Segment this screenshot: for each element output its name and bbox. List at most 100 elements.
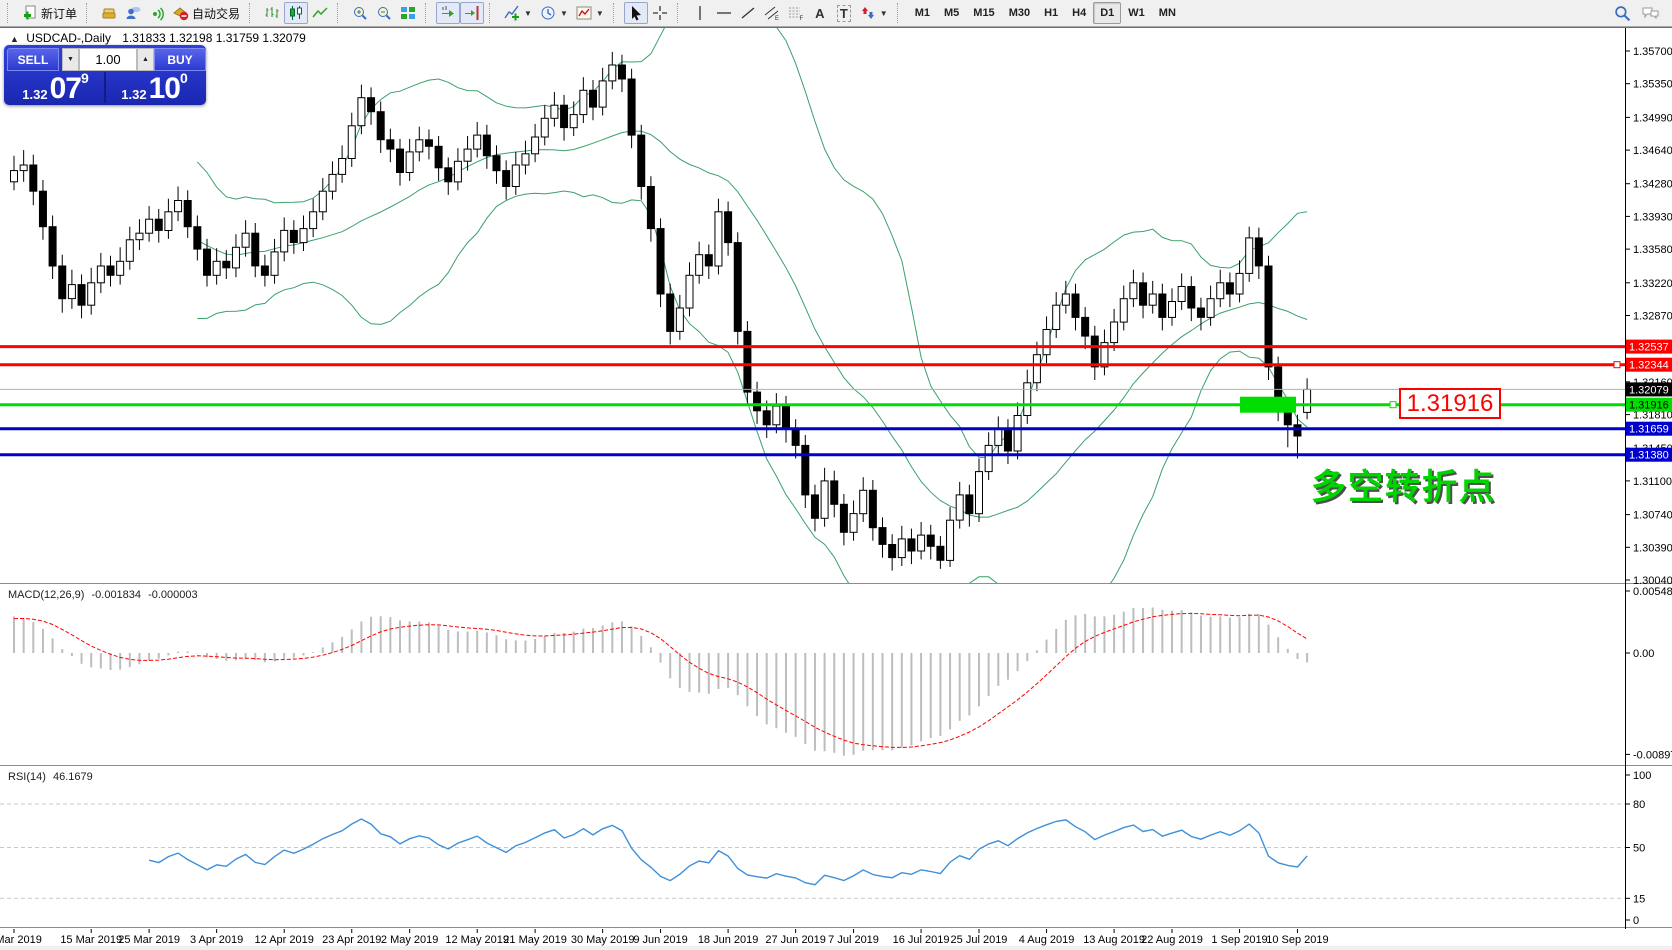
toolbar-drag-handle[interactable] xyxy=(676,3,685,23)
chart-symbol-period: USDCAD-,Daily xyxy=(26,31,111,45)
indicators-dropdown-arrow[interactable]: ▼ xyxy=(524,8,532,18)
search-icon[interactable] xyxy=(1614,5,1631,22)
vertical-line-button[interactable] xyxy=(688,2,712,24)
arrows-button[interactable]: ▼ xyxy=(856,2,892,24)
chat-icon[interactable] xyxy=(1641,5,1660,21)
trendline-icon xyxy=(741,7,755,19)
toolbar: 新订单 自动交易 xyxy=(0,0,1672,27)
sell-button-label: SELL xyxy=(17,52,49,67)
timeframe-D1[interactable]: D1 xyxy=(1093,2,1122,24)
svg-text:3 Apr 2019: 3 Apr 2019 xyxy=(190,934,243,946)
svg-text:1.31659: 1.31659 xyxy=(1629,424,1669,436)
vertical-line-icon xyxy=(699,6,701,20)
svg-text:0.005484: 0.005484 xyxy=(1633,586,1672,598)
arrows-dropdown-arrow[interactable]: ▼ xyxy=(879,8,888,18)
macd-label: MACD(12,26,9) -0.001834 -0.000003 xyxy=(8,589,198,601)
svg-text:1.31916: 1.31916 xyxy=(1629,400,1669,412)
toolbar-drag-handle[interactable] xyxy=(249,3,257,23)
turning-point-annotation[interactable]: 多空转折点 xyxy=(1311,468,1497,507)
market-button[interactable] xyxy=(97,2,121,24)
volume-input[interactable]: 1.00 xyxy=(79,48,137,71)
toolbar-drag-handle[interactable] xyxy=(489,3,497,23)
text-label-button[interactable]: T xyxy=(832,2,856,24)
indicators-button[interactable]: ▼ xyxy=(500,2,536,24)
buy-price-point: 0 xyxy=(179,70,188,86)
channel-button[interactable]: E xyxy=(760,2,784,24)
new-order-button[interactable]: 新订单 xyxy=(18,2,81,24)
zoom-in-button[interactable] xyxy=(348,2,372,24)
bar-chart-button[interactable] xyxy=(260,2,284,24)
svg-text:1.35700: 1.35700 xyxy=(1633,46,1672,58)
candlestick-chart-button[interactable] xyxy=(284,2,309,24)
svg-text:12 May 2019: 12 May 2019 xyxy=(445,934,509,946)
autotrading-icon xyxy=(173,7,189,21)
periods-icon xyxy=(541,6,555,20)
price-level-annotation-box[interactable]: 1.31916 xyxy=(1399,388,1501,419)
horizontal-line-button[interactable] xyxy=(712,2,736,24)
rsi-pane xyxy=(0,803,1625,899)
periods-dropdown-arrow[interactable]: ▼ xyxy=(559,8,568,18)
tile-windows-button[interactable] xyxy=(396,2,420,24)
svg-text:27 Jun 2019: 27 Jun 2019 xyxy=(765,934,826,946)
timeframe-MN[interactable]: MN xyxy=(1158,7,1176,19)
templates-dropdown-arrow[interactable]: ▼ xyxy=(595,8,604,18)
toolbar-drag-handle[interactable] xyxy=(7,3,15,23)
svg-text:22 Aug 2019: 22 Aug 2019 xyxy=(1141,934,1203,946)
timeframe-group: M1 M5 M15 M30 H1 H4 D1 W1 MN xyxy=(908,2,1183,24)
periods-button[interactable]: ▼ xyxy=(536,2,572,24)
text-button[interactable]: A xyxy=(808,2,832,24)
trendline-button[interactable] xyxy=(736,2,760,24)
rsi-label: RSI(14) 46.1679 xyxy=(8,771,93,783)
toolbar-drag-handle[interactable] xyxy=(337,3,345,23)
cursor-button[interactable] xyxy=(623,2,648,24)
svg-text:25 Mar 2019: 25 Mar 2019 xyxy=(118,934,180,946)
toolbar-drag-handle[interactable] xyxy=(612,3,621,23)
sell-button[interactable]: SELL xyxy=(7,48,59,71)
svg-text:F: F xyxy=(799,16,803,21)
volume-decrease-button[interactable]: ▼ xyxy=(62,48,79,71)
timeframe-M15[interactable]: M15 xyxy=(973,7,995,19)
chart-ohlc-values: 1.31833 1.32198 1.31759 1.32079 xyxy=(122,31,306,45)
timeframe-H1[interactable]: H1 xyxy=(1044,7,1059,19)
crosshair-button[interactable] xyxy=(648,2,672,24)
community-button[interactable] xyxy=(121,2,145,24)
svg-text:18 Jun 2019: 18 Jun 2019 xyxy=(698,934,759,946)
templates-button[interactable]: ▼ xyxy=(572,2,608,24)
sell-price-major: 1.32 xyxy=(22,87,48,102)
svg-text:25 Jul 2019: 25 Jul 2019 xyxy=(951,934,1008,946)
chart-shift-button[interactable] xyxy=(460,2,485,24)
timeframe-M30[interactable]: M30 xyxy=(1008,7,1031,19)
svg-text:13 Aug 2019: 13 Aug 2019 xyxy=(1083,934,1145,946)
buy-price[interactable]: 1.32 10 0 xyxy=(106,70,203,104)
sell-price[interactable]: 1.32 07 9 xyxy=(7,70,106,104)
buy-button[interactable]: BUY xyxy=(154,48,206,71)
toolbar-drag-handle[interactable] xyxy=(86,3,94,23)
autotrading-button[interactable]: 自动交易 xyxy=(169,2,244,24)
timeframe-M5[interactable]: M5 xyxy=(944,7,960,19)
toolbar-drag-handle[interactable] xyxy=(425,3,433,23)
timeframe-H4[interactable]: H4 xyxy=(1072,7,1087,19)
auto-scroll-button[interactable] xyxy=(436,2,461,24)
toolbar-drag-handle[interactable] xyxy=(896,3,905,23)
text-icon: A xyxy=(815,5,825,21)
svg-text:1.33930: 1.33930 xyxy=(1633,211,1672,223)
svg-text:1.33220: 1.33220 xyxy=(1633,278,1672,290)
svg-text:1.32344: 1.32344 xyxy=(1629,360,1669,372)
svg-text:16 Jul 2019: 16 Jul 2019 xyxy=(893,934,950,946)
window-edge xyxy=(0,946,1672,950)
svg-text:15: 15 xyxy=(1633,893,1645,905)
cursor-icon xyxy=(631,6,641,21)
signals-button[interactable] xyxy=(145,2,169,24)
auto-scroll-icon xyxy=(442,6,455,17)
chart-shift-icon xyxy=(465,6,479,20)
collapse-one-click-arrow[interactable]: ▲ xyxy=(10,34,19,44)
timeframe-W1[interactable]: W1 xyxy=(1128,7,1145,19)
volume-increase-button[interactable]: ▲ xyxy=(137,48,154,71)
zoom-out-button[interactable] xyxy=(372,2,396,24)
line-chart-button[interactable] xyxy=(308,2,332,24)
timeframe-M1[interactable]: M1 xyxy=(914,7,930,19)
svg-text:1.32537: 1.32537 xyxy=(1629,342,1669,354)
fibonacci-button[interactable]: F xyxy=(784,2,808,24)
indicators-icon xyxy=(504,5,520,21)
